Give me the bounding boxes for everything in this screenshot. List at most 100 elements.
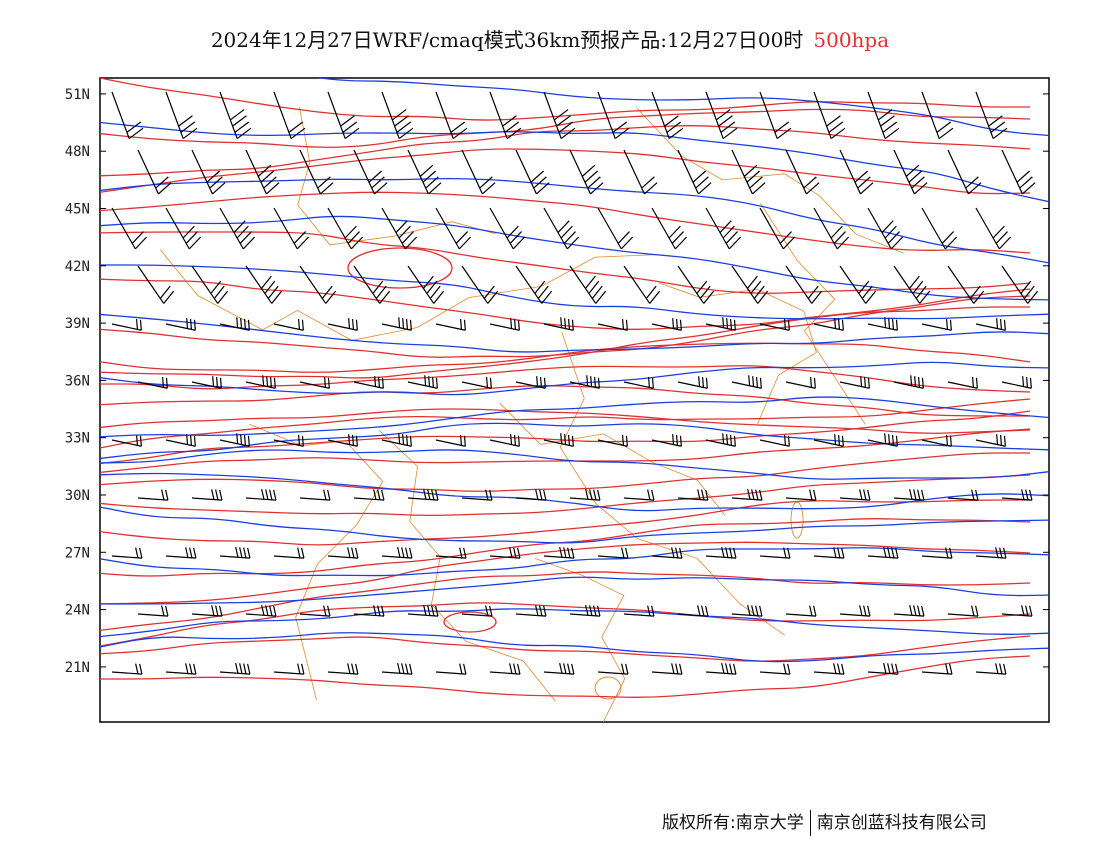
wind-barb xyxy=(623,605,655,617)
wind-barb xyxy=(489,318,520,331)
temperature-closed-contour xyxy=(443,611,497,633)
wind-barb xyxy=(137,376,168,389)
wind-barb xyxy=(245,488,277,501)
wind-barb xyxy=(975,318,1006,331)
credit-left: 版权所有:南京大学 xyxy=(662,813,804,833)
wind-barb xyxy=(569,375,600,389)
wind-barb xyxy=(543,317,574,331)
wind-barb xyxy=(867,433,898,447)
wind-barb xyxy=(677,376,708,389)
wind-barb xyxy=(407,265,445,304)
wind-barb xyxy=(705,433,736,447)
wind-barb xyxy=(461,489,493,501)
wind-barb xyxy=(921,207,958,250)
wind-barb xyxy=(381,546,413,559)
temperature-closed-contour xyxy=(347,247,453,289)
wind-barb xyxy=(867,546,899,559)
wind-barb xyxy=(651,547,683,559)
wind-barb xyxy=(921,318,952,331)
wind-barb xyxy=(489,663,521,675)
height-contour xyxy=(100,422,1049,460)
temperature-contour xyxy=(100,306,1030,379)
wind-barb xyxy=(515,149,550,195)
wind-barb xyxy=(947,265,985,304)
island-outline xyxy=(594,676,622,700)
title-main: 2024年12月27日WRF/cmaq模式36km预报产品:12月27日00时 xyxy=(210,28,804,52)
wind-barb xyxy=(273,318,304,331)
wind-barb xyxy=(137,605,169,617)
wind-barb xyxy=(435,663,467,675)
wind-barb xyxy=(245,375,276,389)
wind-barb xyxy=(759,663,791,675)
wind-barb xyxy=(111,547,143,559)
plot-frame xyxy=(99,77,1050,723)
wind-barb xyxy=(839,376,870,389)
wind-barb xyxy=(165,547,197,559)
wind-barb xyxy=(759,547,791,559)
wind-barb xyxy=(353,149,388,195)
wind-barb xyxy=(839,605,871,617)
wind-barb xyxy=(407,488,439,501)
wind-barb xyxy=(597,663,629,675)
wind-barb xyxy=(299,149,334,195)
temperature-contour xyxy=(100,410,1031,465)
wind-barb xyxy=(543,207,580,250)
wind-barb xyxy=(489,434,520,447)
wind-barb xyxy=(1001,489,1033,501)
temperature-contour xyxy=(100,474,1031,517)
temperature-contour xyxy=(100,148,1031,195)
wind-barb xyxy=(381,662,413,675)
lat-tick-label: 39N xyxy=(65,316,90,332)
wind-barb xyxy=(489,547,521,559)
credit-separator xyxy=(809,810,811,836)
temperature-contour xyxy=(100,602,1031,647)
wind-barb xyxy=(1001,265,1039,304)
height-contour xyxy=(100,313,1049,353)
wind-barb xyxy=(975,434,1006,447)
wind-barb xyxy=(111,91,144,140)
height-contour xyxy=(100,396,1049,438)
wind-barb xyxy=(785,265,823,304)
height-contour xyxy=(100,506,1049,544)
wind-barb xyxy=(839,149,874,195)
height-contour xyxy=(100,121,1049,203)
wind-barb xyxy=(975,547,1007,559)
wind-barb xyxy=(137,489,169,501)
wind-barb xyxy=(623,376,654,389)
wind-barb xyxy=(407,604,439,617)
credit-right: 南京创蓝科技有限公司 xyxy=(816,813,987,833)
wind-barb xyxy=(381,207,418,250)
wind-barb xyxy=(947,605,979,617)
temperature-contour xyxy=(100,191,1031,254)
axis-tick-layer: 51N48N45N42N39N36N33N30N27N24N21N80E85E9… xyxy=(65,87,1049,676)
wind-barb xyxy=(407,149,442,195)
temperature-contour xyxy=(100,518,1031,577)
height-contour xyxy=(100,449,1049,480)
wind-barb xyxy=(353,605,385,617)
temperature-contour-layer xyxy=(100,78,1031,698)
wind-barb xyxy=(219,91,252,140)
wind-barb xyxy=(515,605,547,617)
wind-barb xyxy=(219,317,250,331)
wind-barb xyxy=(867,207,904,250)
wind-barb xyxy=(461,265,499,304)
wind-barb xyxy=(165,663,197,675)
wind-barb xyxy=(543,91,576,140)
wind-barb xyxy=(975,207,1012,250)
height-contour xyxy=(100,632,1049,663)
temperature-contour xyxy=(100,342,1031,373)
wind-barb xyxy=(1001,605,1033,617)
temperature-contour xyxy=(100,428,1031,474)
wind-barb xyxy=(273,663,305,675)
wind-barb xyxy=(975,663,1007,675)
border-line xyxy=(760,203,866,425)
wind-barb xyxy=(785,489,817,501)
wind-barb xyxy=(461,149,496,195)
wind-barb xyxy=(651,91,684,140)
wind-barb xyxy=(893,149,928,195)
wind-barb xyxy=(191,149,226,195)
temperature-contour xyxy=(100,499,1030,546)
wind-barb xyxy=(813,91,846,140)
wind-barb xyxy=(813,318,844,331)
